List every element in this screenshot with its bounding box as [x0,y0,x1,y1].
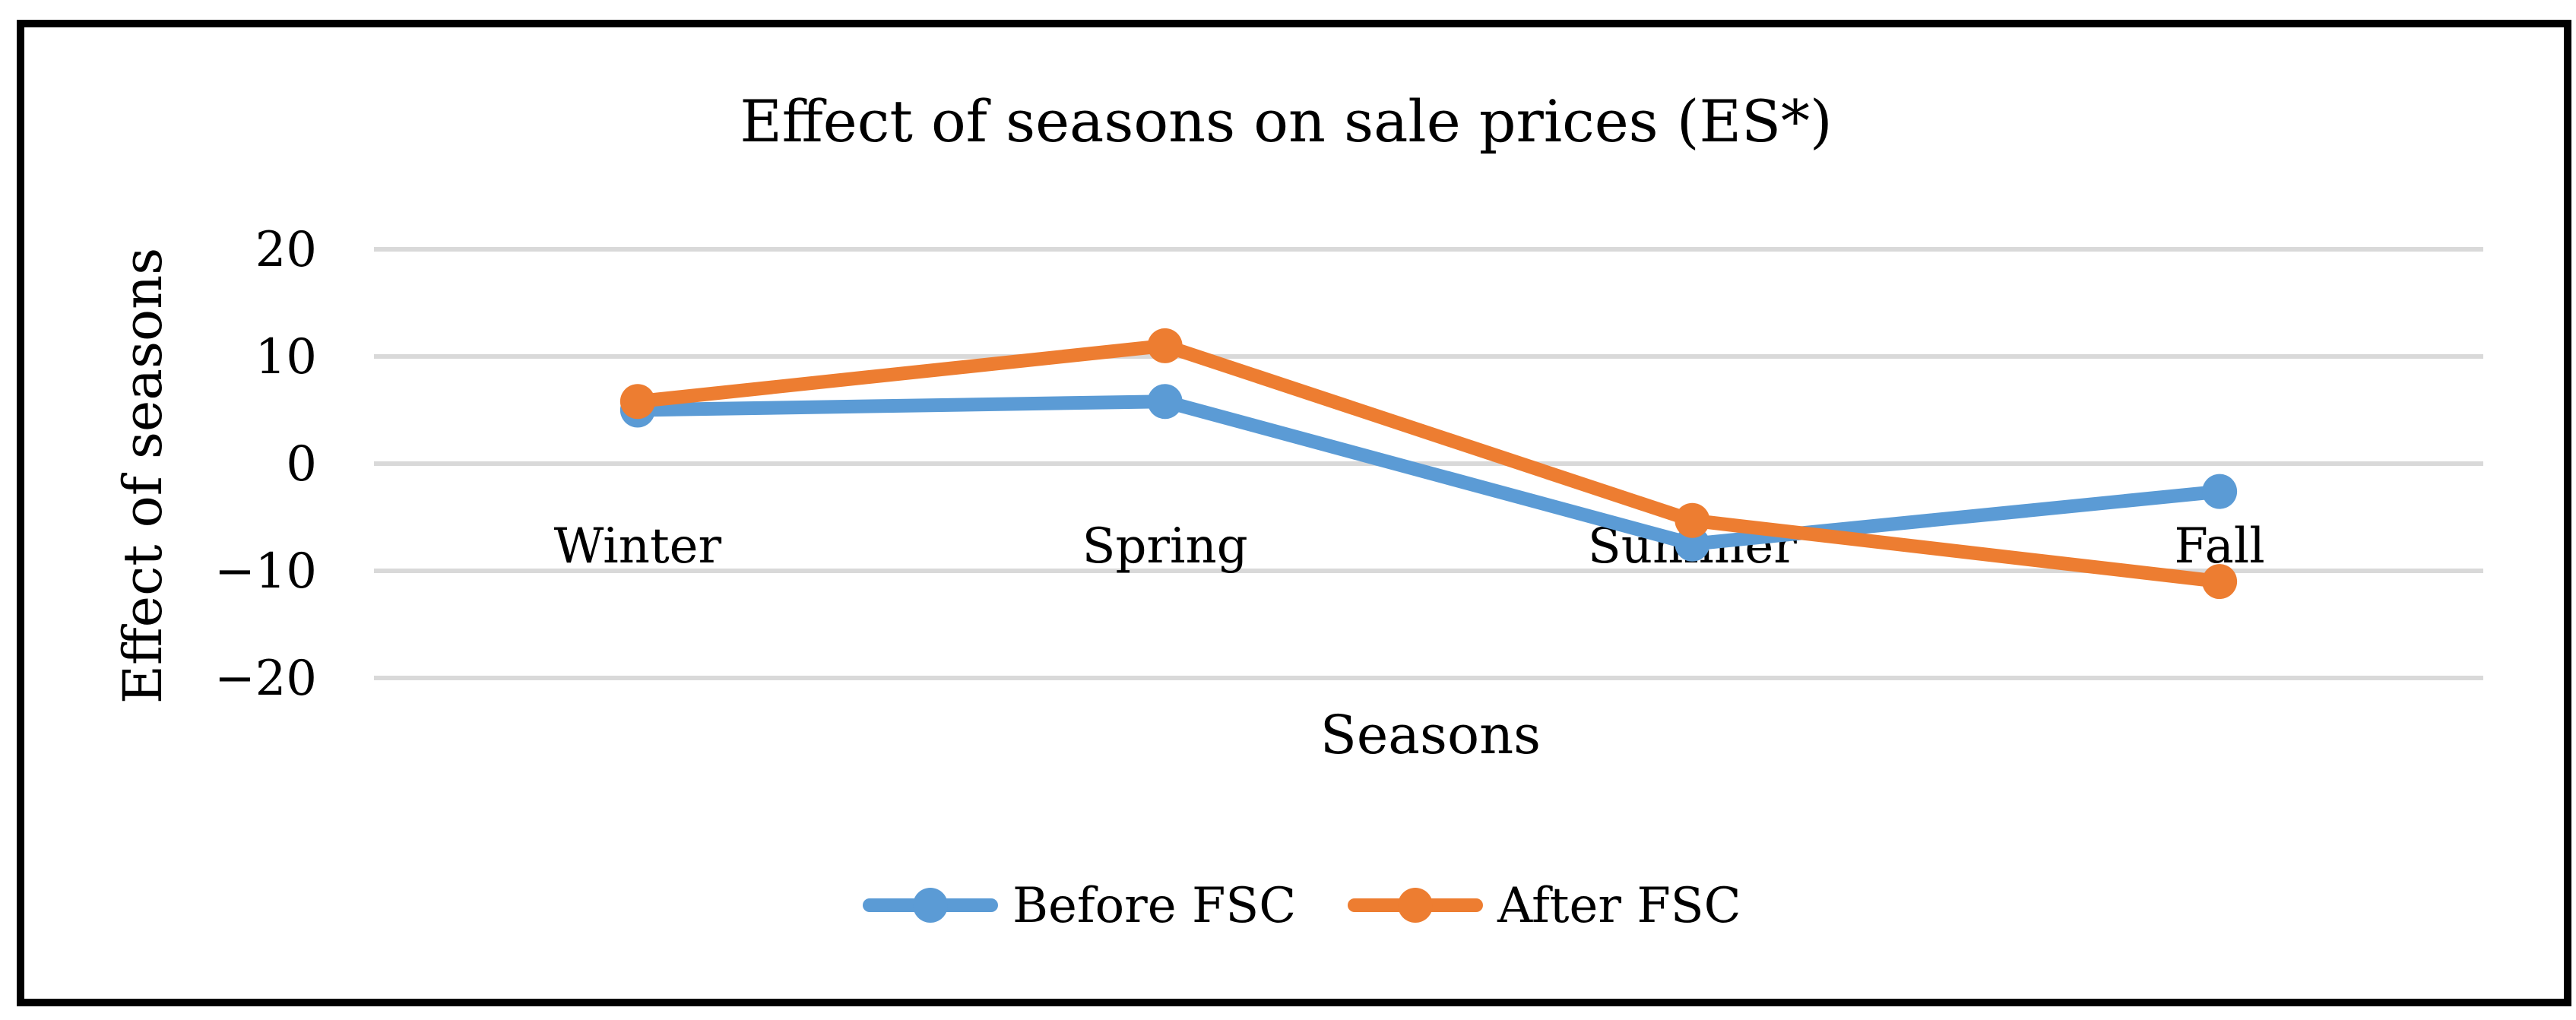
series-after-fsc [619,328,2238,600]
legend-item: Before FSC [863,878,1296,934]
gridlines [374,247,2483,680]
y-tick-label: 10 [255,329,317,385]
chart-title: Effect of seasons on sale prices (ES*) [740,87,1832,155]
series-line [630,394,2227,551]
y-axis-title: Effect of seasons [112,248,174,704]
data-point [619,384,655,420]
category-label: Winter [554,518,722,575]
legend-item: After FSC [1348,878,1741,934]
data-point [1675,502,1710,538]
y-tick-label: 20 [255,222,317,278]
legend: Before FSC After FSC [863,878,1741,934]
y-tick-label: −10 [214,543,317,600]
legend-label: Before FSC [1012,878,1296,934]
x-axis-title: Seasons [1320,704,1541,766]
data-point [1147,328,1183,363]
data-point [2202,564,2238,600]
category-label: Spring [1082,518,1248,575]
data-point [2202,474,2238,509]
legend-label: After FSC [1497,878,1741,934]
y-tick-label: 0 [286,436,317,493]
category-labels: WinterSpringSummerFall [554,518,2265,575]
y-tick-labels: 20 10 0 −10 −20 [214,222,317,707]
y-tick-label: −20 [214,651,317,707]
data-point [1147,384,1183,420]
legend-marker [1398,888,1433,923]
chart-svg: Effect of seasons on sale prices (ES*) 2… [112,87,2483,934]
series-lines [619,328,2238,600]
legend-marker [913,888,948,923]
chart-frame: Effect of seasons on sale prices (ES*) 2… [17,20,2571,1006]
series-before-fsc [619,384,2238,562]
series-line [630,338,2227,589]
